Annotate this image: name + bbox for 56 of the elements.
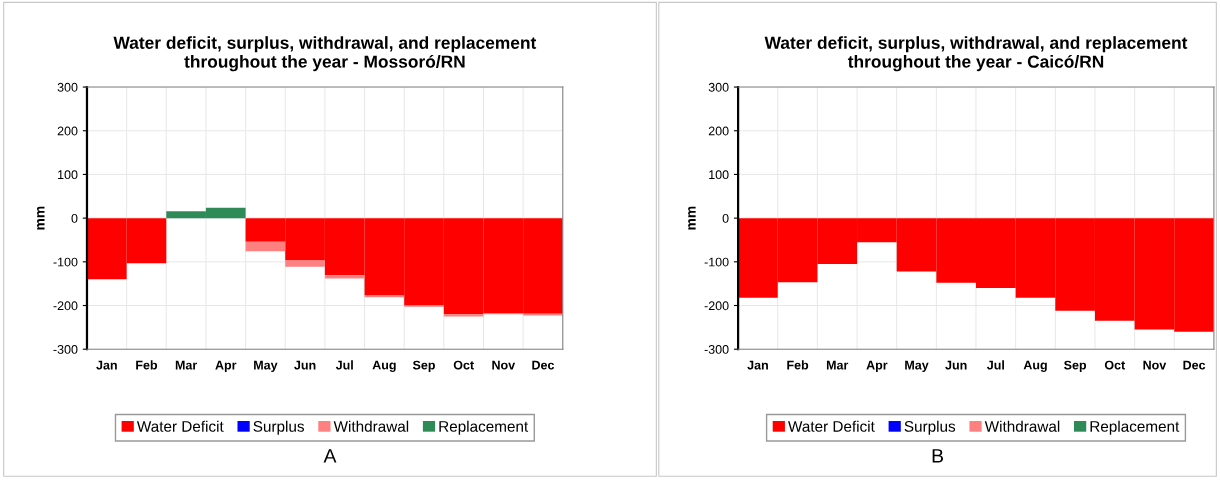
legend-label: Surplus: [253, 420, 305, 435]
y-tick-label: 100: [58, 170, 78, 180]
y-tick-label: 200: [708, 126, 729, 136]
legend-label: Water Deficit: [136, 420, 224, 432]
y-tick-label: -200: [704, 301, 729, 311]
x-tick-label: Jun: [945, 360, 967, 370]
legend-label: Withdrawal: [333, 420, 409, 432]
y-tick-label: -200: [53, 301, 78, 311]
x-tick-label: Aug: [372, 360, 396, 372]
y-tick-label: 200: [57, 126, 78, 136]
y-axis-title: mm: [688, 206, 696, 230]
x-tick-label: Apr: [866, 360, 888, 372]
x-tick-label: Nov: [492, 360, 516, 370]
x-tick-label: May: [254, 360, 278, 372]
x-tick-label: Feb: [136, 360, 158, 370]
x-tick-label: Aug: [1023, 360, 1047, 372]
chart-title: Water deficit, surplus, withdrawal, and replacement throughout the year - Caicó/RN: [764, 36, 1188, 72]
x-tick-label: Jul: [335, 360, 353, 370]
y-tick-label: -300: [704, 345, 729, 354]
x-tick-label: Jul: [986, 360, 1004, 370]
x-tick-label: Mar: [826, 360, 849, 370]
legend-label: Surplus: [904, 420, 956, 435]
bar: [285, 260, 325, 267]
x-tick-label: Jun: [294, 360, 316, 370]
y-tick-label: 100: [709, 170, 729, 180]
x-tick-label: Dec: [532, 360, 555, 370]
bar: [443, 314, 484, 317]
x-tick-label: Mar: [175, 360, 198, 370]
x-tick-label: May: [905, 360, 929, 372]
bar: [324, 275, 365, 279]
x-tick-label: Sep: [412, 360, 435, 372]
legend-label: Replacement: [439, 420, 529, 435]
y-tick-label: 300: [57, 82, 78, 92]
x-tick-label: Jan: [747, 360, 768, 370]
bar: [245, 241, 286, 252]
x-tick-label: Apr: [215, 360, 237, 372]
x-tick-label: Jan: [96, 360, 117, 370]
x-tick-label: Oct: [1104, 360, 1126, 370]
text: A: [323, 449, 337, 463]
y-tick-label: 0: [71, 213, 78, 223]
y-tick-label: -300: [53, 345, 78, 354]
x-tick-label: Oct: [453, 360, 474, 370]
y-tick-label: -100: [704, 257, 729, 267]
x-tick-label: Sep: [1064, 360, 1087, 372]
legend-label: Water Deficit: [788, 420, 875, 432]
y-tick-label: 0: [722, 213, 729, 223]
chart-title: Water deficit, surplus, withdrawal, and replacement throughout the year - Mossoró/RN: [113, 36, 537, 72]
y-tick-label: -100: [53, 257, 78, 267]
legend-label: Replacement: [1090, 420, 1180, 435]
x-tick-label: Dec: [1183, 360, 1206, 370]
y-axis-title: mm: [37, 206, 45, 230]
text: B: [932, 449, 944, 463]
legend-label: Withdrawal: [984, 420, 1060, 432]
x-tick-label: Nov: [1143, 360, 1167, 370]
y-tick-label: 300: [708, 82, 729, 92]
x-tick-label: Feb: [787, 360, 809, 370]
